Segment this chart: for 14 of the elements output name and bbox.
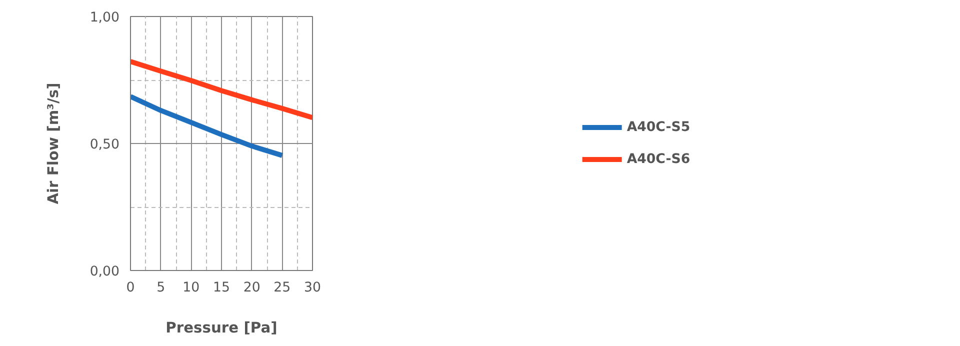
x-tick-label: 20	[243, 280, 260, 296]
legend-label: A40C-S6	[626, 152, 690, 166]
y-tick-label: 0,00	[90, 264, 120, 280]
y-tick-label: 0,50	[90, 138, 120, 152]
y-axis-title: Air Flow [m³/s]	[44, 82, 62, 204]
y-tick-label: 1,00	[90, 10, 120, 26]
x-tick-label: 25	[274, 280, 291, 296]
x-tick-label: 0	[126, 280, 135, 296]
x-tick-label: 5	[156, 280, 166, 296]
legend-label: A40C-S5	[626, 120, 690, 134]
x-tick-label: 10	[182, 280, 200, 296]
x-tick-label: 15	[213, 280, 230, 296]
x-tick-label: 30	[304, 280, 321, 296]
x-axis-title: Pressure [Pa]	[166, 320, 278, 336]
